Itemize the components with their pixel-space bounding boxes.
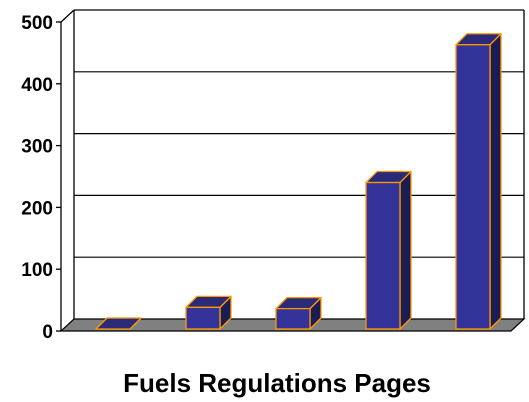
bar-front bbox=[185, 306, 221, 330]
bar bbox=[455, 33, 502, 330]
bar-front bbox=[275, 307, 311, 330]
bar-front bbox=[455, 44, 491, 330]
y-tick-labels: 0 100 200 300 400 500 bbox=[21, 13, 53, 343]
gridlines bbox=[73, 9, 525, 319]
bars bbox=[95, 33, 502, 330]
y-axis bbox=[56, 9, 75, 332]
bar bbox=[365, 170, 412, 330]
y-tick-label: 0 bbox=[42, 322, 53, 343]
x-axis-title: Fuels Regulations Pages bbox=[123, 368, 431, 398]
y-tick-label: 500 bbox=[21, 13, 53, 34]
y-tick-label: 400 bbox=[21, 75, 53, 96]
bar bbox=[185, 295, 232, 330]
bar-side bbox=[489, 33, 502, 330]
y-tick-label: 200 bbox=[21, 198, 53, 219]
bar bbox=[95, 317, 142, 330]
bar bbox=[275, 296, 322, 330]
y-tick-label: 300 bbox=[21, 137, 53, 158]
bar-top bbox=[95, 317, 142, 330]
y-axis-depth-edge bbox=[60, 9, 75, 23]
y-tick-label: 100 bbox=[21, 260, 53, 281]
bar-side bbox=[399, 170, 412, 330]
bar-front bbox=[365, 181, 401, 330]
